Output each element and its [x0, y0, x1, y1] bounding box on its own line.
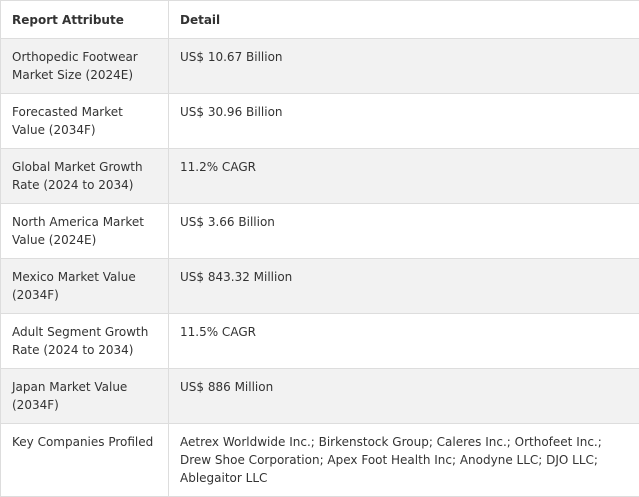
- detail-cell: Aetrex Worldwide Inc.; Birkenstock Group…: [169, 424, 639, 497]
- table-row: Adult Segment Growth Rate (2024 to 2034)…: [1, 314, 639, 369]
- attribute-cell: Key Companies Profiled: [1, 424, 169, 497]
- attribute-cell: Japan Market Value (2034F): [1, 369, 169, 424]
- attribute-cell: Adult Segment Growth Rate (2024 to 2034): [1, 314, 169, 369]
- attribute-cell: Global Market Growth Rate (2024 to 2034): [1, 149, 169, 204]
- table-row: North America Market Value (2024E) US$ 3…: [1, 204, 639, 259]
- attribute-cell: Mexico Market Value (2034F): [1, 259, 169, 314]
- table-row: Orthopedic Footwear Market Size (2024E) …: [1, 39, 639, 94]
- table-row: Mexico Market Value (2034F) US$ 843.32 M…: [1, 259, 639, 314]
- detail-cell: US$ 3.66 Billion: [169, 204, 639, 259]
- detail-cell: US$ 30.96 Billion: [169, 94, 639, 149]
- detail-cell: US$ 843.32 Million: [169, 259, 639, 314]
- table-header-row: Report Attribute Detail: [1, 1, 639, 39]
- detail-cell: 11.5% CAGR: [169, 314, 639, 369]
- attribute-cell: Orthopedic Footwear Market Size (2024E): [1, 39, 169, 94]
- attribute-cell: North America Market Value (2024E): [1, 204, 169, 259]
- attribute-cell: Forecasted Market Value (2034F): [1, 94, 169, 149]
- header-report-attribute: Report Attribute: [1, 1, 169, 39]
- table-row: Forecasted Market Value (2034F) US$ 30.9…: [1, 94, 639, 149]
- table-row: Japan Market Value (2034F) US$ 886 Milli…: [1, 369, 639, 424]
- table-row: Global Market Growth Rate (2024 to 2034)…: [1, 149, 639, 204]
- header-detail: Detail: [169, 1, 639, 39]
- detail-cell: US$ 10.67 Billion: [169, 39, 639, 94]
- detail-cell: US$ 886 Million: [169, 369, 639, 424]
- table-row: Key Companies Profiled Aetrex Worldwide …: [1, 424, 639, 497]
- detail-cell: 11.2% CAGR: [169, 149, 639, 204]
